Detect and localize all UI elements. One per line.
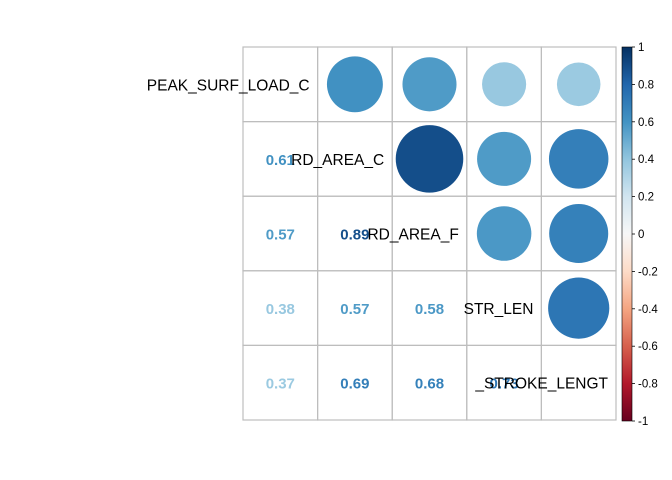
colorbar-tick-label: -1 <box>638 416 648 428</box>
colorbar-tick-label: -0.8 <box>638 379 658 391</box>
correlation-value: 0.58 <box>415 301 444 318</box>
variable-label: RD_AREA_F <box>367 227 458 244</box>
variable-labels: PEAK_SURF_LOAD_C RD_AREA_C RD_AREA_F STR_LE… <box>147 77 609 392</box>
correlation-circle <box>476 206 532 261</box>
correlation-value: 0.61 <box>266 152 295 169</box>
correlation-circle <box>548 277 610 339</box>
matrix-cell <box>540 344 617 421</box>
correlation-value: 0.68 <box>415 376 444 393</box>
matrix-grid <box>242 46 617 421</box>
colorbar-tick-label: 0.6 <box>638 117 654 129</box>
colorbar-tick-label: 0.4 <box>638 154 655 166</box>
correlation-circle <box>477 131 532 186</box>
colorbar-tick-label: 1 <box>638 42 644 54</box>
correlation-circle <box>326 56 383 113</box>
colorbar-tick-label: -0.6 <box>638 341 658 353</box>
color-legend: 1 0.8 0.6 0.4 0.2 0 -0.2 -0.4 -0.6 -0.8 -1 <box>621 42 658 428</box>
colorbar-tick-label: -0.4 <box>638 304 658 316</box>
correlation-circle <box>482 62 527 107</box>
correlation-value: 0.69 <box>340 376 369 393</box>
variable-label: RD_AREA_C <box>291 152 384 169</box>
colorbar-tick-label: 0.2 <box>638 192 654 204</box>
correlation-value: 0.37 <box>266 376 295 393</box>
variable-label: STR_LEN <box>464 301 534 318</box>
correlation-circle <box>402 57 457 112</box>
colorbar-tick-label: 0 <box>638 229 644 241</box>
correlation-circle <box>548 129 609 189</box>
correlation-value: 0.73 <box>489 376 518 393</box>
correlation-value: 0.57 <box>266 227 295 244</box>
correlation-circle <box>549 203 609 264</box>
correlation-circle <box>556 62 601 107</box>
colorbar-tick-label: -0.2 <box>638 266 658 278</box>
correlation-value: 0.57 <box>340 301 369 318</box>
variable-label: _STROKE_LENGT <box>474 376 608 393</box>
matrix-marks: 0.61 0.57 0.89 0.38 0.57 0.58 0.37 0.69 0.68 0.73 <box>266 56 610 393</box>
variable-label: PEAK_SURF_LOAD_C <box>147 77 310 94</box>
colorbar-tick-label: 0.8 <box>638 79 654 91</box>
correlation-circle <box>395 125 464 193</box>
colorbar-gradient <box>621 46 633 422</box>
correlation-value: 0.89 <box>340 227 369 244</box>
correlation-value: 0.38 <box>266 301 295 318</box>
colorbar-ticks: 1 0.8 0.6 0.4 0.2 0 -0.2 -0.4 -0.6 -0.8 -1 <box>632 42 658 428</box>
